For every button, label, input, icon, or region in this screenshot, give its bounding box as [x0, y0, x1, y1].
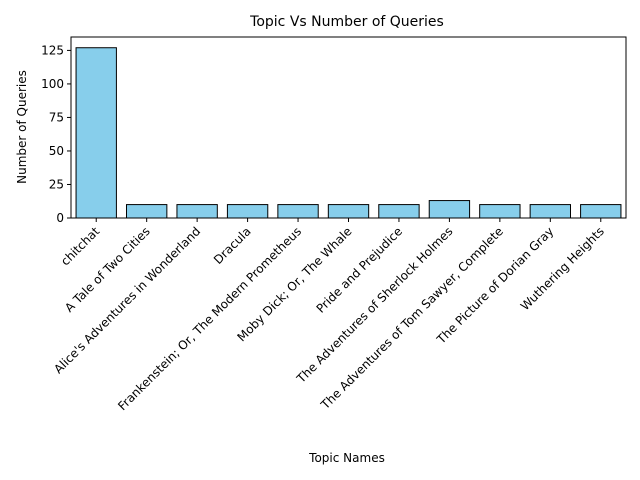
bar-2	[176, 204, 218, 219]
y-axis-label: Number of Queries	[15, 70, 29, 184]
y-tick-label-0: 0	[56, 211, 64, 225]
x-tick-label-3: Dracula	[211, 224, 254, 267]
x-tick-label-1: A Tale of Two Cities	[62, 224, 153, 315]
y-tick-label-4: 100	[41, 77, 64, 91]
bar-0	[75, 47, 117, 219]
y-tick-label-1: 25	[49, 177, 64, 191]
x-tick-label-6: Pride and Prejudice	[314, 224, 406, 316]
bar-5	[327, 204, 370, 219]
x-tick-label-10: Wuthering Heights	[518, 224, 607, 313]
y-tick-label-3: 75	[49, 110, 64, 124]
bar-6	[378, 204, 420, 219]
x-tick-label-0: chitchat	[58, 224, 102, 268]
x-axis-label: Topic Names	[308, 451, 385, 465]
y-axis: 0 25 50 75 100 125	[41, 43, 71, 225]
bar-10	[580, 204, 622, 219]
bar-8	[479, 204, 521, 219]
chart-title: Topic Vs Number of Queries	[249, 14, 444, 30]
bar-4	[277, 204, 319, 219]
x-tick-label-8: The Adventures of Tom Sawyer, Complete	[318, 224, 506, 412]
bars-group	[75, 47, 622, 219]
x-tick-label-4: Frankenstein; Or, The Modern Prometheus	[115, 224, 304, 413]
y-tick-label-5: 125	[41, 43, 64, 57]
bar-3	[226, 204, 269, 219]
bar-7	[428, 200, 471, 219]
bar-9	[529, 204, 572, 219]
bar-1	[126, 204, 168, 219]
y-tick-label-2: 50	[49, 144, 64, 158]
plot-frame	[70, 36, 627, 219]
